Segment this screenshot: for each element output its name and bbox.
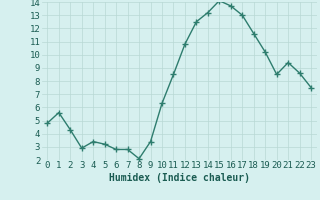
X-axis label: Humidex (Indice chaleur): Humidex (Indice chaleur)	[109, 173, 250, 183]
